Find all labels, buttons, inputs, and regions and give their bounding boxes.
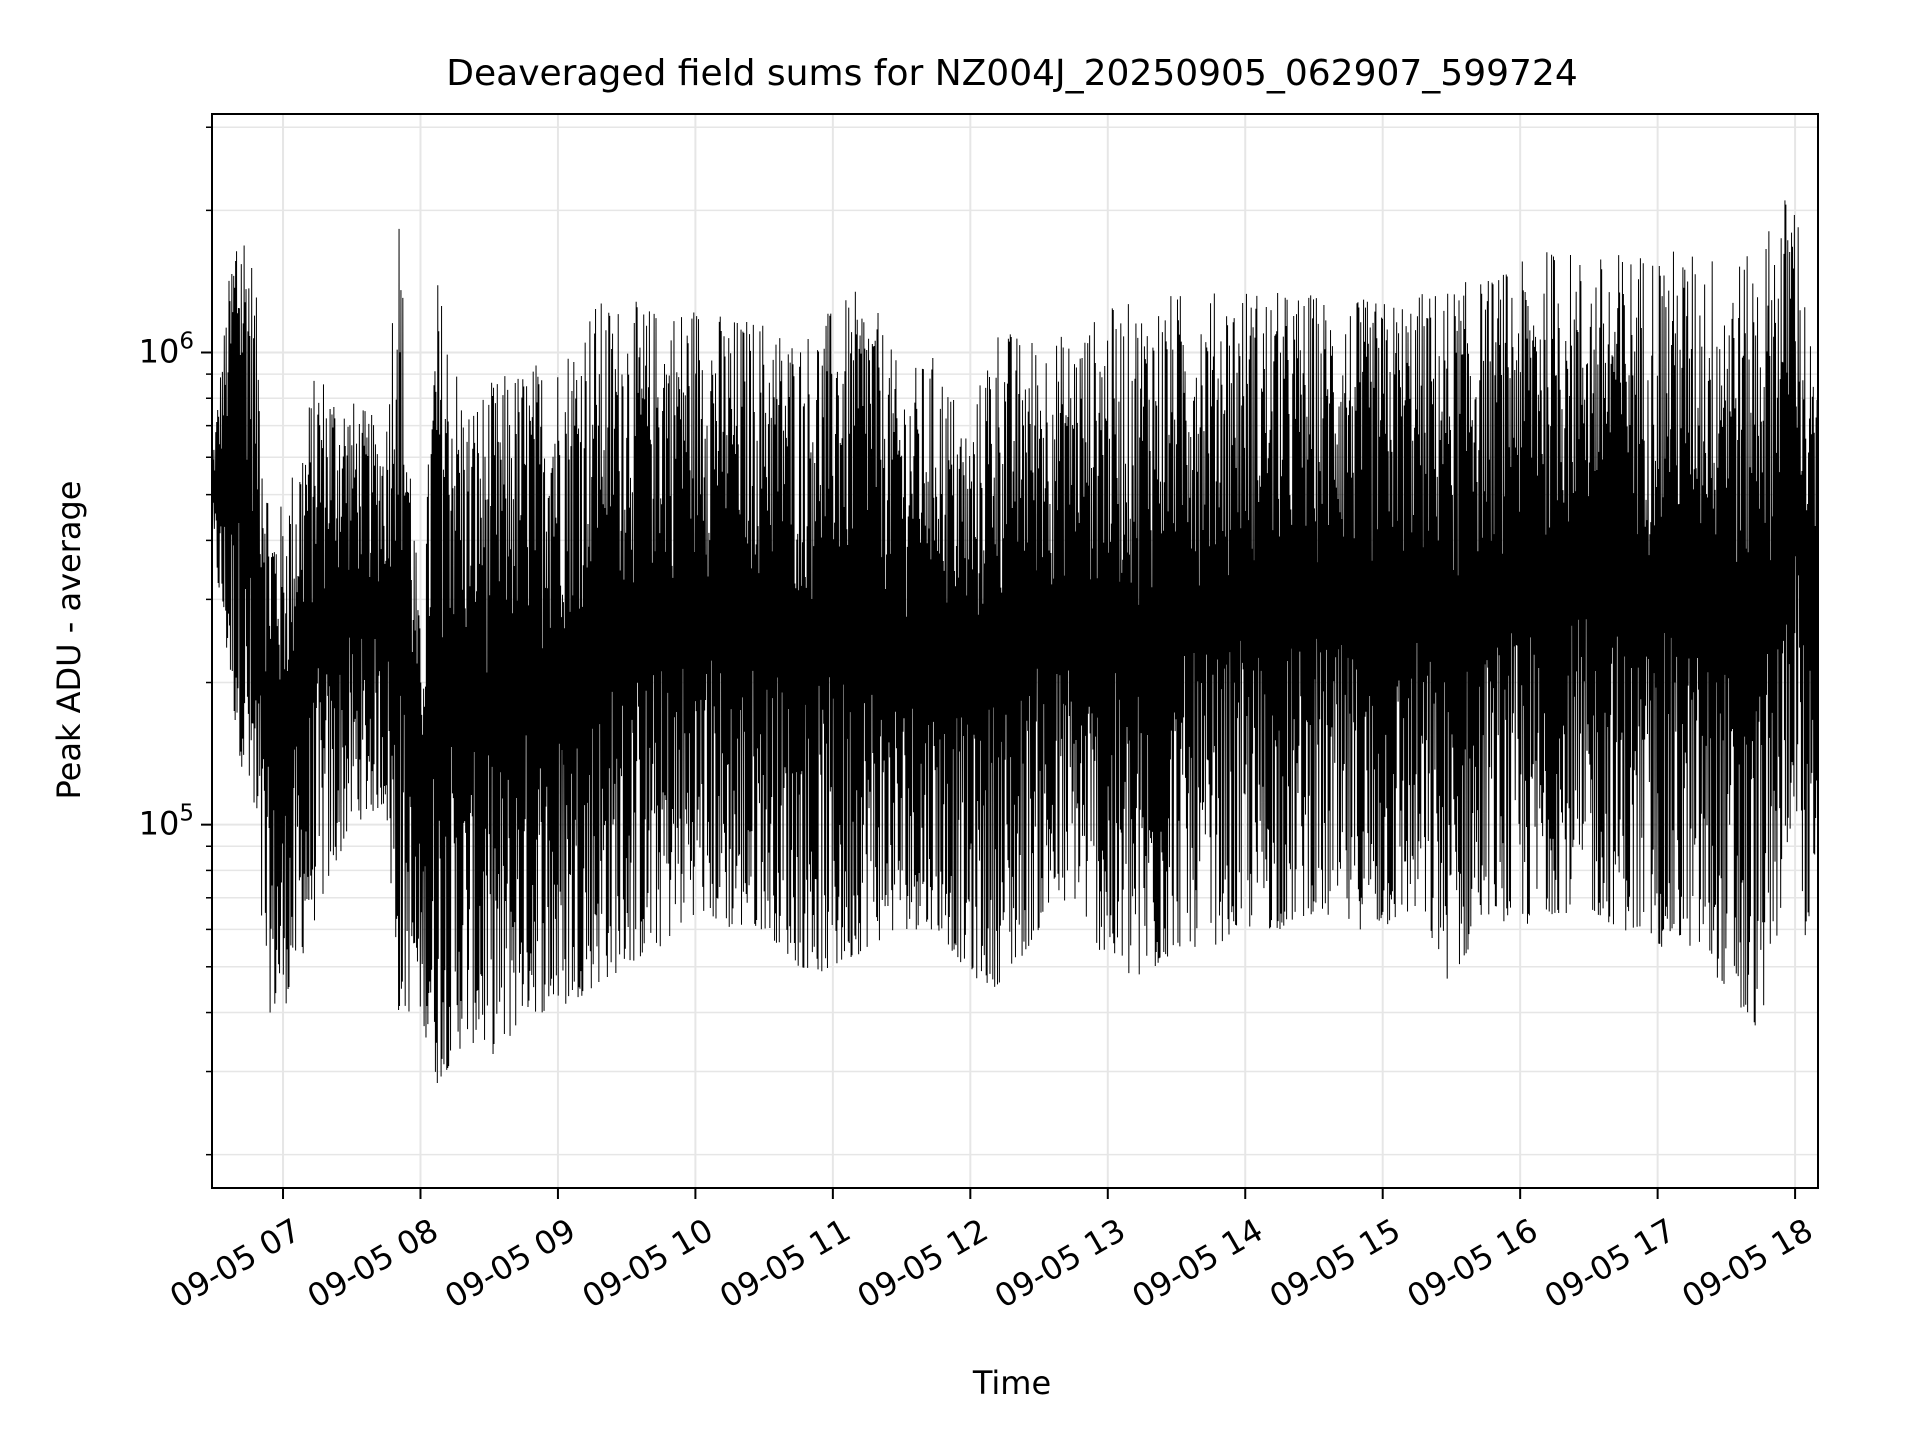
- y-tick-label: 105: [139, 801, 194, 843]
- x-axis-label: Time: [972, 1364, 1051, 1402]
- y-tick-label: 106: [139, 329, 194, 371]
- chart-title: Deaveraged field sums for NZ004J_2025090…: [446, 53, 1577, 94]
- plot-frame: [211, 113, 1819, 1189]
- y-axis-label: Peak ADU - average: [50, 481, 88, 800]
- series-line: [211, 200, 1819, 1084]
- series-layer: [211, 200, 1819, 1084]
